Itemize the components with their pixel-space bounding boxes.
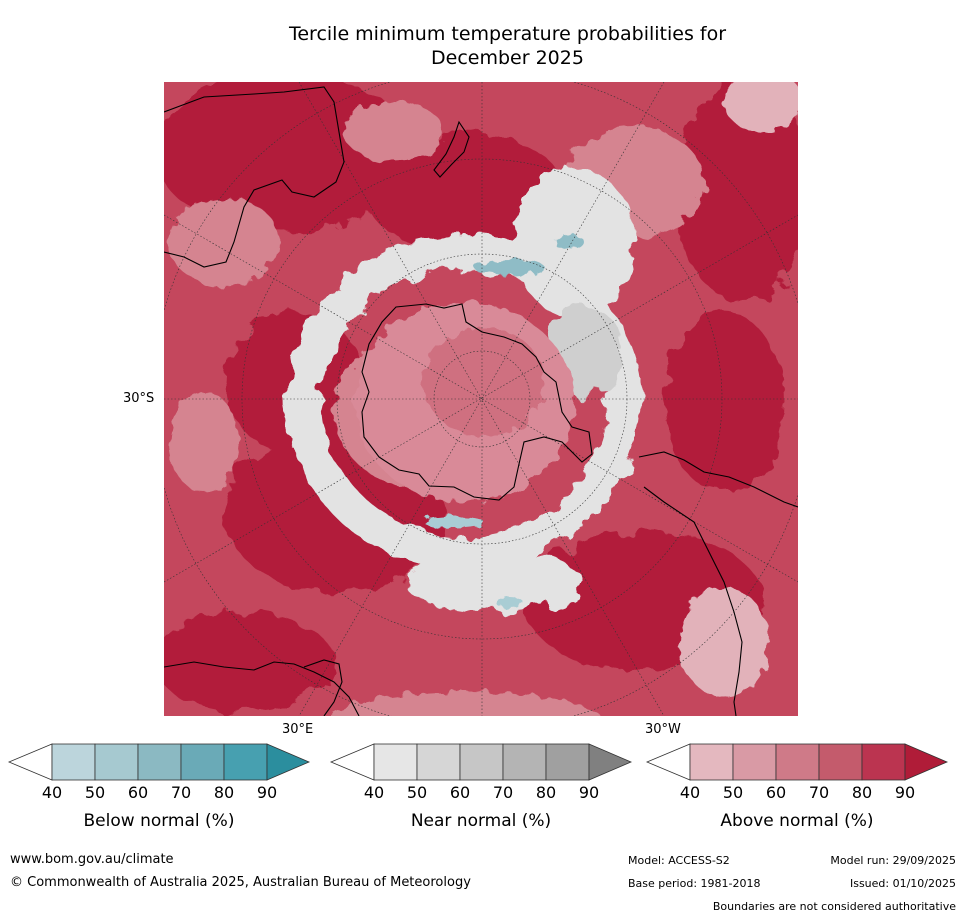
disclaimer-text: Boundaries are not considered authoritat…: [712, 900, 956, 913]
colorbar-below-high-arrow: [266, 743, 311, 781]
colorbar-above-tick: 80: [851, 783, 873, 802]
colorbar-near-high-arrow: [588, 743, 633, 781]
madagascar-coast: [303, 659, 343, 716]
title-line-1: Tercile minimum temperature probabilitie…: [288, 23, 727, 45]
map-svg: [164, 82, 798, 716]
issued-text: Issued: 01/10/2025: [849, 877, 956, 890]
colorbar-near-swatch-2: [416, 743, 461, 781]
new-zealand-coast: [433, 120, 470, 178]
colorbar-near-label: Near normal (%): [410, 811, 552, 831]
antarctica-coast: [361, 303, 593, 501]
colorbar-above-swatch-5: [861, 743, 906, 781]
colorbar-below-tick: 80: [213, 783, 235, 802]
colorbar-above-tick: 70: [808, 783, 830, 802]
copyright-text: © Commonwealth of Australia 2025, Austra…: [10, 875, 471, 890]
base-period-text: Base period: 1981-2018: [628, 877, 761, 890]
colorbar-above-swatch-4: [818, 743, 863, 781]
colorbar-near-tick: 80: [535, 783, 557, 802]
colorbar-below-swatch-4: [180, 743, 225, 781]
colorbar-near-swatch-3: [459, 743, 504, 781]
colorbar-near-tick: 90: [578, 783, 600, 802]
colorbar-near-tick: 60: [449, 783, 471, 802]
south-america-coast: [638, 451, 798, 716]
colorbar-near-tick: 70: [492, 783, 514, 802]
colorbar-below-swatch-2: [94, 743, 139, 781]
colorbar-above-tick: 60: [765, 783, 787, 802]
colorbar-below-tick: 50: [84, 783, 106, 802]
colorbar-above-tick: 40: [679, 783, 701, 802]
colorbar-below-label: Below normal (%): [83, 811, 235, 831]
colorbar-near-swatch-4: [502, 743, 547, 781]
model-text: Model: ACCESS-S2: [628, 854, 730, 867]
chart-title: Tercile minimum temperature probabilitie…: [0, 22, 965, 70]
colorbar-below-swatch-1: [51, 743, 96, 781]
colorbar-above-low-arrow: [645, 743, 691, 781]
colorbar-above-normal: 40 50 60 70 80 90 Above normal (%): [645, 743, 949, 831]
colorbar-above-label: Above normal (%): [720, 811, 874, 831]
coastlines: [164, 86, 798, 716]
colorbar-near-swatch-5: [545, 743, 590, 781]
colorbar-below-svg: [7, 743, 311, 781]
colorbar-above-tick: 50: [722, 783, 744, 802]
colorbar-below-tick: 70: [170, 783, 192, 802]
website-link[interactable]: www.bom.gov.au/climate: [10, 852, 174, 867]
colorbar-near-normal: 40 50 60 70 80 90 Near normal (%): [329, 743, 633, 831]
colorbar-above-tick: 90: [894, 783, 916, 802]
colorbar-near-tick: 40: [363, 783, 385, 802]
colorbar-below-low-arrow: [7, 743, 53, 781]
colorbar-below-normal: 40 50 60 70 80 90 Below normal (%): [7, 743, 311, 831]
colorbar-above-swatch-3: [775, 743, 820, 781]
colorbar-near-swatch-1: [373, 743, 418, 781]
colorbar-above-svg: [645, 743, 949, 781]
antarctica-interior: [354, 302, 574, 502]
lon-label-30e: 30°E: [282, 722, 314, 737]
colorbar-near-svg: [329, 743, 633, 781]
colorbar-below-tick: 40: [41, 783, 63, 802]
below-normal-patches: [424, 234, 584, 607]
title-line-2: December 2025: [431, 47, 584, 69]
colorbar-above-swatch-1: [689, 743, 734, 781]
colorbar-above-swatch-2: [732, 743, 777, 781]
colorbar-near-tick: 50: [406, 783, 428, 802]
colorbar-below-swatch-3: [137, 743, 182, 781]
probability-map: [164, 82, 798, 716]
africa-coast: [164, 661, 360, 716]
colorbar-below-tick: 90: [256, 783, 278, 802]
colorbar-below-swatch-5: [223, 743, 268, 781]
colorbar-near-low-arrow: [329, 743, 375, 781]
lat-label-30s: 30°S: [123, 391, 155, 406]
australia-coast: [164, 86, 345, 268]
lon-label-30w: 30°W: [645, 722, 681, 737]
model-run-text: Model run: 29/09/2025: [830, 854, 956, 867]
colorbar-below-tick: 60: [127, 783, 149, 802]
colorbar-above-high-arrow: [904, 743, 949, 781]
